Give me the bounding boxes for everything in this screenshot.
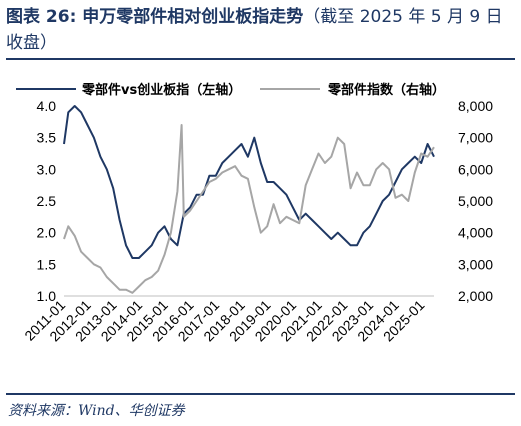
left-axis-tick-label: 2.0 <box>37 225 57 241</box>
figure-title-main: 图表 26: 申万零部件相对创业板指走势 <box>6 7 304 27</box>
right-axis-tick-label: 8,000 <box>458 98 493 114</box>
series-line-ratio <box>63 105 435 259</box>
right-axis-tick-label: 3,000 <box>458 256 493 272</box>
figure-title-note: （截至 2025 年 5 月 9 日收盘） <box>6 7 503 53</box>
title-rule <box>6 58 515 60</box>
right-axis-tick-label: 2,000 <box>458 288 493 304</box>
legend-label-index: 零部件指数（右轴） <box>327 82 445 98</box>
legend-label-ratio: 零部件vs创业板指（左轴） <box>81 82 241 98</box>
bottom-rule <box>6 393 515 395</box>
right-axis-tick-label: 5,000 <box>458 193 493 209</box>
left-axis-tick-label: 3.0 <box>37 161 57 177</box>
left-axis-tick-label: 3.5 <box>37 130 57 146</box>
source-note: 资料来源：Wind、华创证券 <box>8 403 185 419</box>
figure-title: 图表 26: 申万零部件相对创业板指走势（截至 2025 年 5 月 9 日收盘… <box>6 4 518 56</box>
series-line-index <box>63 124 435 294</box>
right-axis-tick-label: 6,000 <box>458 161 493 177</box>
right-axis-tick-label: 7,000 <box>458 130 493 146</box>
left-axis-tick-label: 4.0 <box>37 98 57 114</box>
dual-axis-line-chart: 1.0 1.5 2.0 2.5 3.0 3.5 4.0 2,000 3,000 4,000 5,00… <box>16 82 493 344</box>
left-axis-tick-label: 1.0 <box>37 288 57 304</box>
right-axis-tick-label: 4,000 <box>458 225 493 241</box>
left-axis-tick-label: 1.5 <box>37 256 57 272</box>
left-axis-tick-label: 2.5 <box>37 193 57 209</box>
